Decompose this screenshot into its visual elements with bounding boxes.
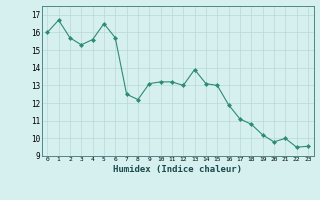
X-axis label: Humidex (Indice chaleur): Humidex (Indice chaleur)	[113, 165, 242, 174]
